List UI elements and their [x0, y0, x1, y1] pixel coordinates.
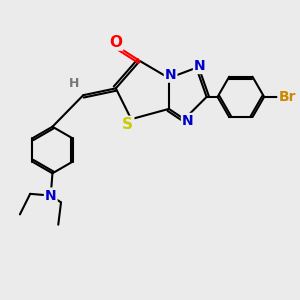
Text: Br: Br — [278, 90, 296, 104]
Text: H: H — [68, 77, 79, 90]
Text: N: N — [194, 59, 206, 73]
Text: N: N — [165, 68, 176, 82]
Text: N: N — [182, 114, 194, 128]
Text: S: S — [122, 117, 133, 132]
Text: O: O — [109, 34, 122, 50]
Text: N: N — [45, 189, 56, 202]
